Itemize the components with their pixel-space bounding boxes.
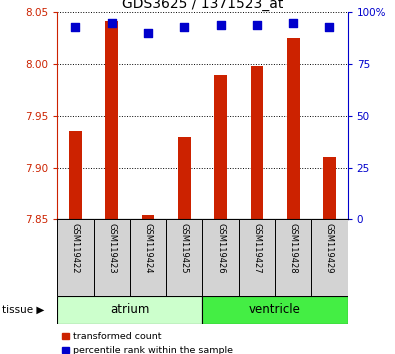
Text: GSM119429: GSM119429 [325,223,334,274]
Bar [57,219,94,296]
Bar [166,219,203,296]
Text: ventricle: ventricle [249,303,301,316]
Bar [239,219,275,296]
Bar [323,157,336,219]
Bar [69,131,82,219]
Point [181,24,188,30]
Bar [311,219,348,296]
Text: GSM119423: GSM119423 [107,223,116,274]
Bar [142,215,154,219]
Point [109,20,115,25]
Text: atrium: atrium [110,303,150,316]
Text: GSM119427: GSM119427 [252,223,261,274]
Text: GSM119426: GSM119426 [216,223,225,274]
Bar [202,219,239,296]
Title: GDS3625 / 1371523_at: GDS3625 / 1371523_at [122,0,283,11]
Point [145,30,151,36]
Point [72,24,79,30]
Bar [130,219,166,296]
Bar [202,296,348,324]
Text: GSM119424: GSM119424 [143,223,152,274]
Bar [250,66,263,219]
Text: GSM119422: GSM119422 [71,223,80,274]
Bar [275,219,311,296]
Text: GSM119428: GSM119428 [289,223,298,274]
Text: GSM119425: GSM119425 [180,223,189,274]
Bar [57,296,202,324]
Bar [94,219,130,296]
Point [217,22,224,28]
Point [290,20,296,25]
Bar [214,74,227,219]
Bar [178,137,191,219]
Bar [287,38,299,219]
Point [326,24,333,30]
Legend: transformed count, percentile rank within the sample: transformed count, percentile rank withi… [58,329,237,354]
Point [254,22,260,28]
Text: tissue ▶: tissue ▶ [2,305,44,315]
Bar [105,21,118,219]
